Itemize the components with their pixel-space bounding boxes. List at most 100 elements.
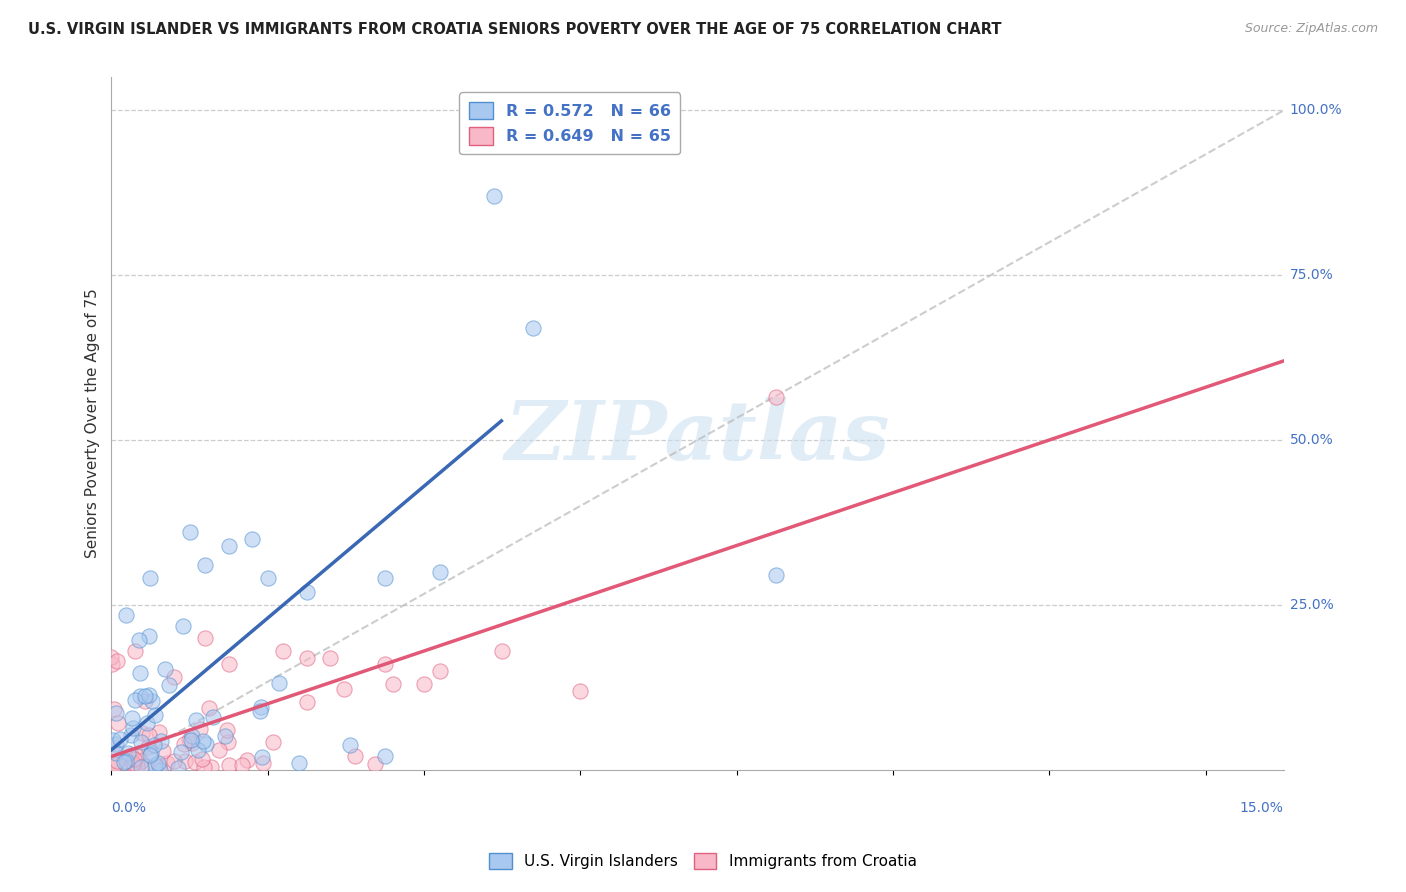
Point: [491, 644, 513, 658]
Point: [101, 739, 124, 754]
Point: [139, 747, 162, 762]
Point: [122, 757, 145, 772]
Point: [121, 759, 143, 773]
Point: [194, 558, 217, 573]
Point: [288, 756, 311, 771]
Legend: U.S. Virgin Islanders, Immigrants from Croatia: U.S. Virgin Islanders, Immigrants from C…: [484, 847, 922, 875]
Point: [250, 750, 273, 764]
Point: [191, 752, 214, 766]
Point: [115, 607, 138, 622]
Point: [273, 644, 295, 658]
Point: [146, 756, 169, 770]
Point: [156, 756, 179, 771]
Point: [157, 678, 180, 692]
Point: [100, 649, 122, 664]
Point: [214, 729, 236, 743]
Point: [131, 760, 153, 774]
Point: [150, 734, 173, 748]
Point: [136, 716, 159, 731]
Text: 0.0%: 0.0%: [111, 801, 146, 814]
Point: [105, 706, 128, 720]
Point: [208, 743, 231, 757]
Point: [173, 754, 195, 768]
Point: [262, 735, 284, 749]
Point: [172, 619, 194, 633]
Point: [163, 670, 186, 684]
Point: [110, 731, 132, 746]
Point: [142, 738, 165, 752]
Point: [112, 756, 135, 770]
Text: ZIPatlas: ZIPatlas: [505, 398, 890, 477]
Point: [569, 683, 592, 698]
Point: [129, 735, 152, 749]
Point: [217, 735, 239, 749]
Point: [339, 738, 361, 752]
Point: [148, 725, 170, 739]
Point: [138, 629, 160, 643]
Point: [180, 736, 202, 750]
Point: [765, 568, 787, 582]
Point: [152, 744, 174, 758]
Point: [117, 746, 139, 760]
Point: [169, 745, 191, 759]
Point: [218, 757, 240, 772]
Point: [267, 675, 290, 690]
Point: [218, 539, 240, 553]
Point: [153, 662, 176, 676]
Point: [107, 715, 129, 730]
Text: 15.0%: 15.0%: [1240, 801, 1284, 814]
Point: [522, 321, 544, 335]
Point: [134, 694, 156, 708]
Point: [202, 709, 225, 723]
Point: [173, 737, 195, 751]
Point: [105, 754, 128, 768]
Point: [121, 721, 143, 735]
Point: [101, 657, 124, 672]
Point: [364, 757, 387, 772]
Text: U.S. VIRGIN ISLANDER VS IMMIGRANTS FROM CROATIA SENIORS POVERTY OVER THE AGE OF : U.S. VIRGIN ISLANDER VS IMMIGRANTS FROM …: [28, 22, 1001, 37]
Point: [374, 749, 396, 764]
Text: Source: ZipAtlas.com: Source: ZipAtlas.com: [1244, 22, 1378, 36]
Point: [129, 666, 152, 681]
Legend: R = 0.572   N = 66, R = 0.649   N = 65: R = 0.572 N = 66, R = 0.649 N = 65: [460, 93, 681, 154]
Point: [191, 734, 214, 748]
Point: [249, 704, 271, 718]
Point: [429, 565, 451, 579]
Point: [193, 759, 215, 773]
Point: [138, 728, 160, 742]
Point: [250, 700, 273, 714]
Point: [295, 695, 318, 709]
Point: [180, 732, 202, 747]
Point: [120, 747, 142, 762]
Point: [138, 688, 160, 702]
Point: [429, 664, 451, 678]
Point: [105, 737, 128, 751]
Point: [295, 584, 318, 599]
Point: [765, 390, 787, 404]
Point: [343, 748, 366, 763]
Point: [484, 189, 506, 203]
Point: [374, 572, 396, 586]
Point: [381, 677, 404, 691]
Point: [177, 732, 200, 747]
Point: [195, 737, 218, 751]
Point: [148, 760, 170, 774]
Point: [121, 711, 143, 725]
Point: [122, 752, 145, 766]
Point: [197, 701, 219, 715]
Point: [167, 761, 190, 775]
Point: [413, 677, 436, 691]
Point: [184, 756, 207, 770]
Point: [122, 756, 145, 770]
Point: [105, 654, 128, 668]
Point: [236, 753, 259, 767]
Point: [134, 689, 156, 703]
Point: [141, 694, 163, 708]
Point: [139, 746, 162, 760]
Point: [128, 746, 150, 760]
Point: [101, 733, 124, 747]
Point: [143, 758, 166, 772]
Point: [135, 759, 157, 773]
Point: [104, 746, 127, 760]
Point: [103, 702, 125, 716]
